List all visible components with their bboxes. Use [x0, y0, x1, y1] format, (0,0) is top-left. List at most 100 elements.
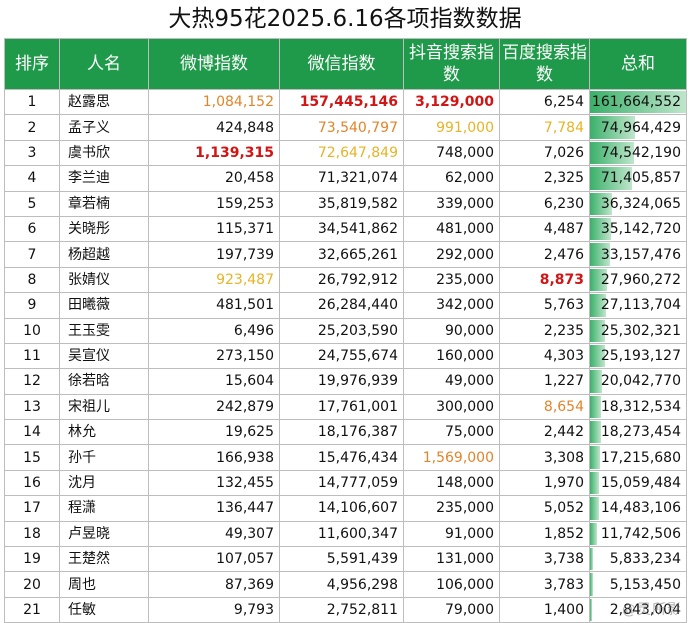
header-rank: 排序	[5, 39, 60, 90]
cell-rank: 12	[5, 369, 60, 394]
cell-weibo: 107,057	[149, 547, 280, 572]
total-value: 17,215,680	[601, 450, 681, 466]
cell-name: 孙千	[60, 445, 149, 470]
cell-wechat: 11,600,347	[280, 521, 404, 546]
total-databar	[590, 523, 597, 545]
cell-wechat: 24,755,674	[280, 343, 404, 368]
cell-name: 沈月	[60, 470, 149, 495]
total-value: 5,833,234	[610, 551, 681, 567]
cell-douyin: 49,000	[404, 369, 500, 394]
cell-wechat: 34,541,862	[280, 216, 404, 241]
cell-wechat: 17,761,001	[280, 394, 404, 419]
cell-total: 20,042,770	[590, 369, 687, 394]
cell-weibo: 159,253	[149, 191, 280, 216]
cell-wechat: 5,591,439	[280, 547, 404, 572]
cell-rank: 18	[5, 521, 60, 546]
cell-wechat: 157,445,146	[280, 90, 404, 115]
total-value: 15,059,484	[601, 475, 681, 491]
cell-name: 李兰迪	[60, 166, 149, 191]
cell-douyin: 339,000	[404, 191, 500, 216]
cell-douyin: 1,569,000	[404, 445, 500, 470]
cell-weibo: 923,487	[149, 267, 280, 292]
total-value: 35,142,720	[601, 221, 681, 237]
cell-total: 18,273,454	[590, 420, 687, 445]
cell-baidu: 3,738	[500, 547, 590, 572]
cell-weibo: 19,625	[149, 420, 280, 445]
cell-weibo: 166,938	[149, 445, 280, 470]
cell-baidu: 2,476	[500, 242, 590, 267]
cell-rank: 1	[5, 90, 60, 115]
cell-rank: 2	[5, 115, 60, 140]
cell-name: 吴宣仪	[60, 343, 149, 368]
cell-name: 杨超越	[60, 242, 149, 267]
total-databar	[590, 573, 593, 595]
cell-name: 任敏	[60, 597, 149, 622]
cell-baidu: 4,303	[500, 343, 590, 368]
cell-rank: 8	[5, 267, 60, 292]
cell-weibo: 273,150	[149, 343, 280, 368]
cell-douyin: 748,000	[404, 140, 500, 165]
cell-wechat: 14,106,607	[280, 496, 404, 521]
cell-baidu: 2,442	[500, 420, 590, 445]
cell-total: 36,324,065	[590, 191, 687, 216]
cell-douyin: 3,129,000	[404, 90, 500, 115]
header-total: 总和	[590, 39, 687, 90]
cell-baidu: 1,400	[500, 597, 590, 622]
total-databar	[590, 396, 601, 418]
cell-total: 5,833,234	[590, 547, 687, 572]
cell-rank: 7	[5, 242, 60, 267]
cell-douyin: 91,000	[404, 521, 500, 546]
cell-douyin: 342,000	[404, 293, 500, 318]
cell-baidu: 6,230	[500, 191, 590, 216]
cell-douyin: 106,000	[404, 572, 500, 597]
cell-baidu: 1,970	[500, 470, 590, 495]
cell-baidu: 2,325	[500, 166, 590, 191]
header-douyin: 抖音搜索指数	[404, 39, 500, 90]
cell-douyin: 160,000	[404, 343, 500, 368]
cell-baidu: 4,487	[500, 216, 590, 241]
cell-total: 35,142,720	[590, 216, 687, 241]
cell-name: 章若楠	[60, 191, 149, 216]
total-value: 25,302,321	[601, 323, 681, 339]
cell-total: 74,964,429	[590, 115, 687, 140]
cell-rank: 20	[5, 572, 60, 597]
cell-wechat: 18,176,387	[280, 420, 404, 445]
cell-wechat: 72,647,849	[280, 140, 404, 165]
cell-rank: 15	[5, 445, 60, 470]
cell-rank: 14	[5, 420, 60, 445]
cell-wechat: 2,752,811	[280, 597, 404, 622]
cell-douyin: 235,000	[404, 267, 500, 292]
cell-douyin: 235,000	[404, 496, 500, 521]
total-databar	[590, 472, 599, 494]
cell-weibo: 1,139,315	[149, 140, 280, 165]
cell-wechat: 26,284,440	[280, 293, 404, 318]
total-value: 71,405,857	[601, 170, 681, 186]
cell-weibo: 424,848	[149, 115, 280, 140]
cell-douyin: 292,000	[404, 242, 500, 267]
cell-baidu: 5,052	[500, 496, 590, 521]
total-value: 74,964,429	[601, 120, 681, 136]
cell-name: 孟子义	[60, 115, 149, 140]
header-name: 人名	[60, 39, 149, 90]
cell-total: 74,542,190	[590, 140, 687, 165]
cell-douyin: 75,000	[404, 420, 500, 445]
cell-rank: 13	[5, 394, 60, 419]
cell-wechat: 26,792,912	[280, 267, 404, 292]
total-value: 33,157,476	[601, 247, 681, 263]
cell-douyin: 131,000	[404, 547, 500, 572]
total-value: 161,664,552	[592, 94, 681, 110]
cell-total: 71,405,857	[590, 166, 687, 191]
cell-weibo: 15,604	[149, 369, 280, 394]
cell-total: 27,960,272	[590, 267, 687, 292]
cell-total: 18,312,534	[590, 394, 687, 419]
cell-name: 赵露思	[60, 90, 149, 115]
